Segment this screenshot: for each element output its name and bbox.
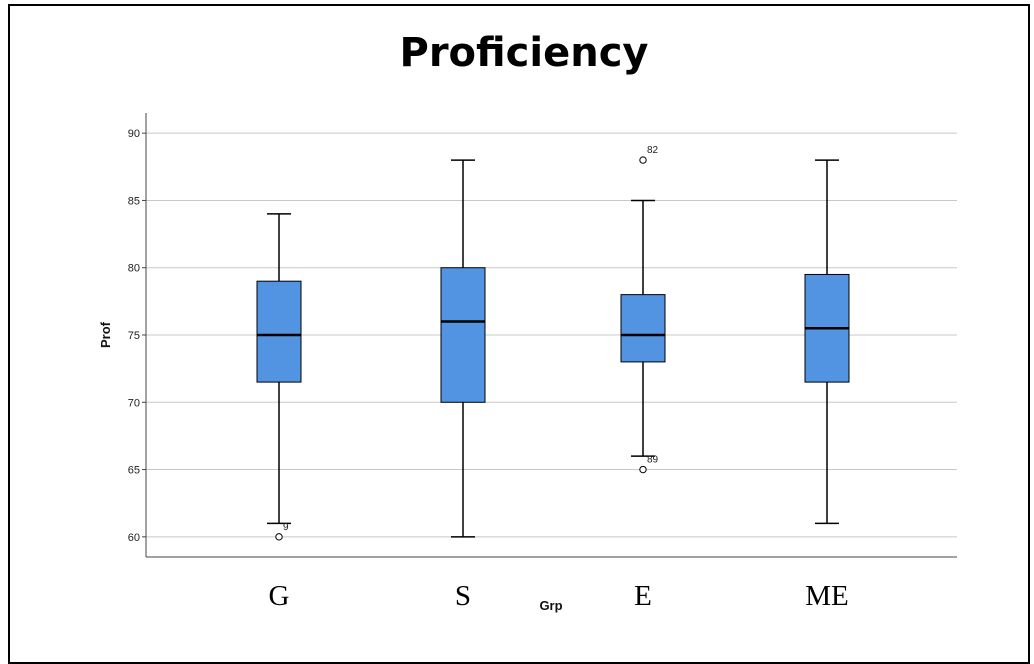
x-category-labels: G S E ME [269,580,849,612]
y-tick-label: 60 [128,532,140,544]
x-category-label: G [269,580,290,612]
box-g: 9 [256,213,302,541]
outlier-label: 82 [647,145,659,156]
iqr-box [256,280,302,383]
y-tick-label: 90 [128,128,140,140]
y-axis-title: Prof [98,321,113,348]
iqr-box [440,267,486,403]
y-tick-label: 80 [128,263,140,275]
y-tick-label: 70 [128,397,140,409]
y-tick-label: 85 [128,195,140,207]
x-axis-title: Grp [539,598,562,613]
chart-title: Proficiency [400,30,649,76]
outlier-label: 9 [283,522,289,533]
boxes: 9 82 89 [256,145,850,541]
x-category-label: E [634,580,652,612]
boxplot-chart: Proficiency 60 65 70 75 80 85 90 9 82 89 G S E ME P… [98,30,957,613]
box-e: 82 89 [620,145,666,474]
box-me [804,159,850,525]
outlier-label: 89 [647,455,659,466]
outlier-point [639,465,647,474]
y-tick-label: 65 [128,465,140,477]
box-s [440,159,486,538]
x-category-label: S [455,580,471,612]
x-category-label: ME [805,580,849,612]
outlier-point [639,156,647,164]
outlier-point [275,533,283,541]
y-tick-label: 75 [128,330,140,342]
y-axis: 60 65 70 75 80 85 90 [128,113,957,558]
iqr-box [620,294,666,363]
